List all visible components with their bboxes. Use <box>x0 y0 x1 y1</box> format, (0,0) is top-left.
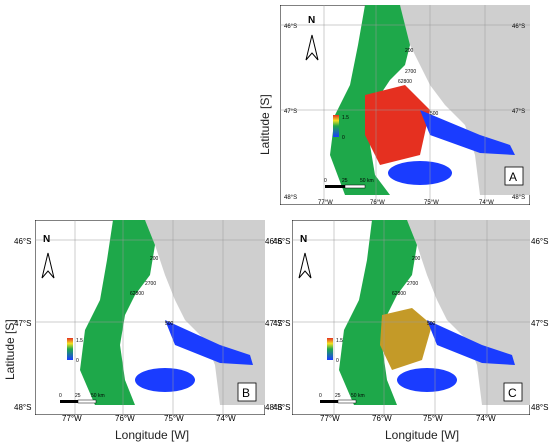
map-panel-c: 1.5 0 N 0 25 50 km 200 2700 62800 500 C <box>292 220 530 415</box>
longitude-axis-label: Longitude [W] <box>385 428 460 442</box>
svg-text:74°W: 74°W <box>479 200 494 205</box>
svg-text:46°S: 46°S <box>512 24 525 30</box>
lat-tick: 47°S <box>14 319 32 328</box>
svg-text:48°S: 48°S <box>284 195 297 201</box>
svg-text:62800: 62800 <box>398 79 412 85</box>
svg-text:75°W: 75°W <box>424 200 439 205</box>
colorbar <box>333 115 339 137</box>
svg-text:25: 25 <box>75 393 81 399</box>
lon-tick: 76°W <box>115 414 135 423</box>
svg-text:62800: 62800 <box>392 291 406 297</box>
map-panel-b: 1.5 0 N 0 25 50 km 200 2700 62800 500 B <box>35 220 265 415</box>
svg-text:0: 0 <box>319 393 322 399</box>
lat-tick: 46°S <box>14 237 32 246</box>
map-panel-a: 1.5 0 N 0 25 50 km 46°S 47°S 48°S 46°S 4… <box>280 5 530 205</box>
north-label: N <box>308 15 315 26</box>
svg-text:25: 25 <box>342 178 348 184</box>
svg-text:0: 0 <box>336 358 339 364</box>
svg-text:500: 500 <box>165 321 174 327</box>
svg-text:47°S: 47°S <box>512 109 525 115</box>
colorbar-min-label: 0 <box>342 135 345 141</box>
longitude-axis-label: Longitude [W] <box>115 428 190 442</box>
svg-text:1.5: 1.5 <box>76 338 83 344</box>
svg-text:76°W: 76°W <box>370 200 385 205</box>
scale-bar <box>60 400 78 403</box>
svg-text:0: 0 <box>324 178 327 184</box>
north-label: N <box>300 234 307 245</box>
panel-label-c: C <box>508 386 517 400</box>
svg-text:47°S: 47°S <box>284 109 297 115</box>
svg-text:77°W: 77°W <box>318 200 333 205</box>
colorbar <box>327 338 333 360</box>
svg-text:2700: 2700 <box>405 69 416 75</box>
colorbar-max-label: 1.5 <box>342 115 349 121</box>
svg-text:48°S: 48°S <box>512 195 525 201</box>
panel-label-b: B <box>242 386 250 400</box>
lat-tick: 48°S <box>14 403 32 412</box>
lon-tick: 74°W <box>216 414 236 423</box>
north-arrow-icon <box>298 252 312 279</box>
svg-text:500: 500 <box>430 111 439 117</box>
svg-text:2700: 2700 <box>407 281 418 287</box>
svg-text:50 km: 50 km <box>91 393 105 399</box>
latitude-axis-label: Latitude [S] <box>258 94 272 155</box>
svg-text:200: 200 <box>150 256 159 262</box>
svg-text:200: 200 <box>412 256 421 262</box>
lon-tick: 77°W <box>62 414 82 423</box>
svg-text:50 km: 50 km <box>360 178 374 184</box>
scale-bar <box>320 400 338 403</box>
colorbar <box>67 338 73 360</box>
svg-text:1.5: 1.5 <box>336 338 343 344</box>
panel-label-a: A <box>509 170 517 184</box>
north-arrow-icon <box>41 252 55 279</box>
scale-bar <box>325 185 345 188</box>
svg-text:500: 500 <box>427 321 436 327</box>
svg-text:62800: 62800 <box>130 291 144 297</box>
north-arrow-icon <box>305 34 319 61</box>
svg-text:50 km: 50 km <box>351 393 365 399</box>
latitude-axis-label: Latitude [S] <box>3 319 17 380</box>
north-label: N <box>43 234 50 245</box>
svg-text:0: 0 <box>59 393 62 399</box>
svg-text:46°S: 46°S <box>284 24 297 30</box>
svg-text:25: 25 <box>335 393 341 399</box>
svg-text:200: 200 <box>405 48 414 54</box>
svg-text:2700: 2700 <box>145 281 156 287</box>
lon-tick: 75°W <box>164 414 184 423</box>
svg-text:0: 0 <box>76 358 79 364</box>
